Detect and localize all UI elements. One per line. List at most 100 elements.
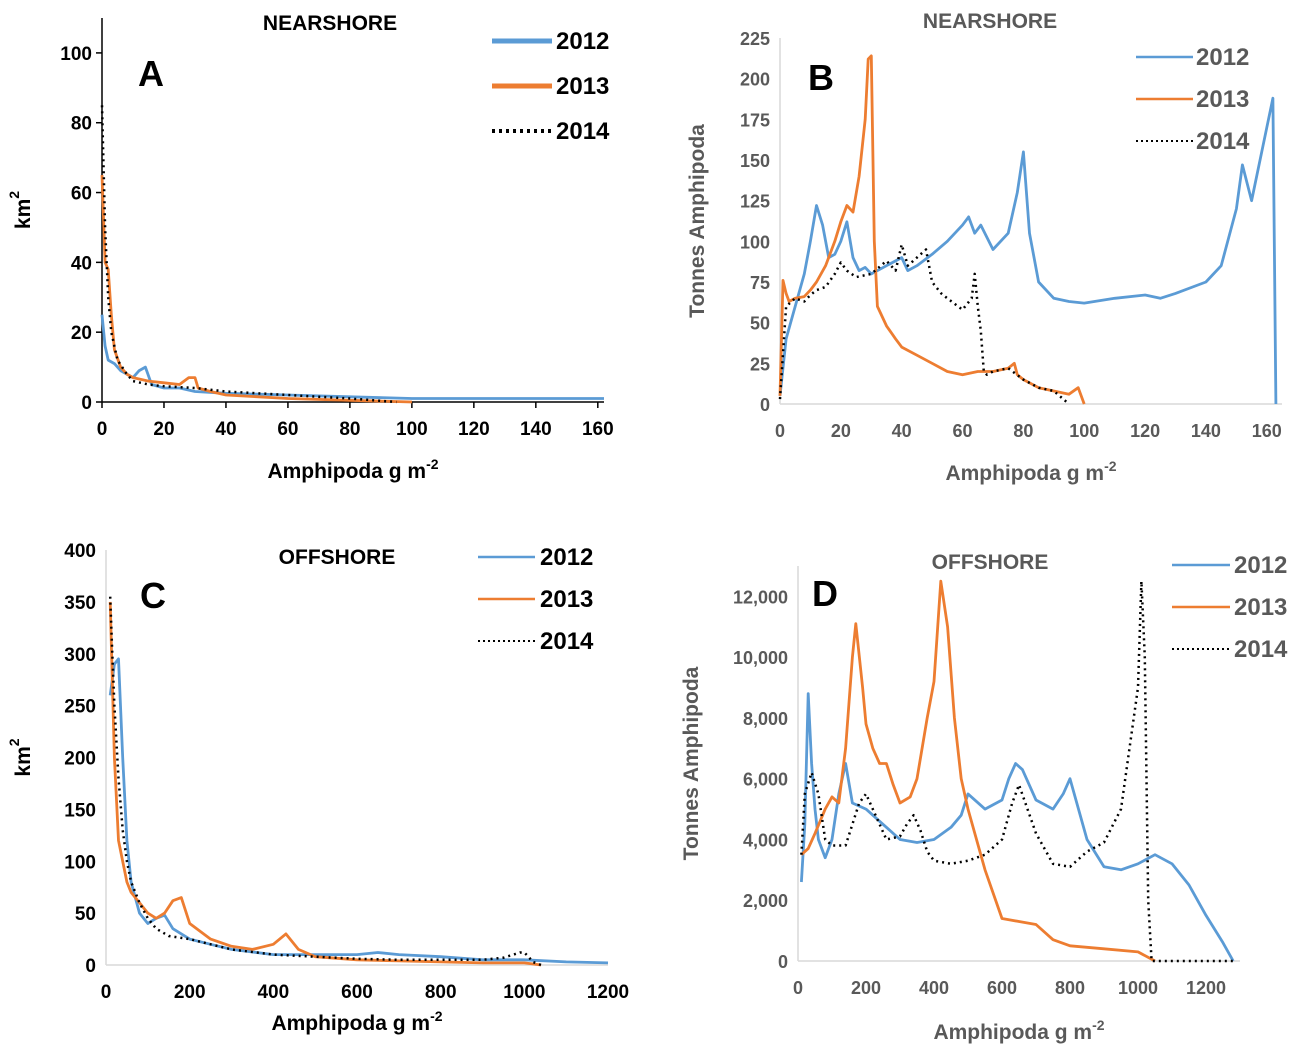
series-line-2014 [108,596,542,967]
x-tick-label: 800 [1055,978,1085,998]
series-line-2014 [778,243,1070,405]
y-tick-label: 100 [64,852,96,873]
y-tick-label: 50 [750,314,770,334]
y-tick-label: 75 [750,273,770,293]
x-tick-label: 400 [919,978,949,998]
x-tick-label: 120 [458,419,490,440]
y-axis-label: Tonnes Amphipoda [686,124,709,318]
chart-title: NEARSHORE [923,10,1057,33]
series-line-2012 [100,314,604,400]
y-tick-label: 100 [740,232,770,252]
x-tick-label: 600 [341,982,373,1003]
series-line-2013 [108,601,542,967]
y-tick-label: 4,000 [743,830,788,850]
y-tick-label: 300 [64,645,96,666]
x-tick-label: 0 [97,419,108,440]
y-axis-label-text: km [12,199,35,229]
chart-panel-c: 0 50 100 150 200 250 300 350 400 0 200 400 600 800 100… [6,541,629,1035]
legend-label-2014: 2014 [556,118,610,145]
x-tick-label: 20 [831,421,851,441]
y-tick-label: 25 [750,354,770,374]
y-axis-label: km2 [6,191,35,229]
legend-label-2013: 2013 [1196,86,1249,113]
x-tick-label: 60 [953,421,973,441]
x-axis-label-sup: -2 [430,1008,443,1024]
x-tick-label: 40 [892,421,912,441]
y-axis-label-text: Tonnes Amphipoda [680,666,703,860]
y-tick-label: 80 [71,114,92,135]
legend-label-2013: 2013 [556,73,609,100]
y-tick-label: 350 [64,593,96,614]
y-tick-label: 12,000 [733,587,788,607]
x-tick-label: 600 [987,978,1017,998]
series-line-2012 [778,96,1278,405]
y-tick-label: 175 [740,110,770,130]
x-axis-label-text: Amphipoda g m [271,1012,430,1035]
y-tick-label: 250 [64,697,96,718]
x-tick-label: 140 [520,419,552,440]
x-tick-label: 80 [339,419,360,440]
x-axis-label-sup: -2 [1104,458,1117,474]
chart-title: OFFSHORE [279,546,396,569]
y-tick-label: 225 [740,29,770,49]
legend-label-2014: 2014 [1234,636,1288,663]
x-tick-label: 200 [174,982,206,1003]
x-tick-label: 40 [215,419,236,440]
y-tick-label: 100 [60,44,92,65]
legend-label-2013: 2013 [540,586,593,613]
y-tick-label: 125 [740,192,770,212]
y-axis-label-sup: 2 [6,191,22,199]
series-line-2013 [800,579,1156,963]
y-axis-label-text: Tonnes Amphipoda [686,124,709,318]
x-tick-label: 140 [1191,421,1221,441]
y-tick-label: 150 [740,151,770,171]
y-tick-label: 150 [64,800,96,821]
x-axis-label-text: Amphipoda g m [267,460,426,483]
x-tick-label: 20 [153,419,174,440]
x-axis-label: Amphipoda g m-2 [933,1017,1104,1044]
y-tick-label: 0 [760,395,770,415]
x-tick-label: 0 [101,982,112,1003]
x-tick-label: 80 [1013,421,1033,441]
x-axis-label-sup: -2 [1092,1017,1105,1033]
x-axis-label: Amphipoda g m-2 [945,458,1116,485]
y-tick-label: 40 [71,253,92,274]
legend-label-2012: 2012 [540,544,593,571]
x-tick-label: 100 [1069,421,1099,441]
y-axis-label-text: km [12,746,35,776]
x-axis-label-text: Amphipoda g m [933,1021,1092,1044]
x-tick-label: 0 [775,421,785,441]
chart-title: NEARSHORE [263,12,397,35]
series-line-2014 [800,579,1237,963]
series-line-2013 [778,54,1086,405]
x-tick-label: 160 [582,419,614,440]
x-tick-label: 100 [396,419,428,440]
series-line-2013 [100,175,412,404]
chart-panel-b: 0 25 50 75 100 125 150 175 200 225 0 20 40 60 80 100 120… [686,10,1282,485]
x-axis-label: Amphipoda g m-2 [267,456,438,483]
y-tick-label: 8,000 [743,709,788,729]
y-tick-label: 0 [778,952,788,972]
x-axis-label-sup: -2 [426,456,439,472]
chart-title: OFFSHORE [932,551,1049,574]
legend-label-2012: 2012 [1196,44,1249,71]
x-tick-label: 120 [1130,421,1160,441]
y-tick-label: 2,000 [743,891,788,911]
y-tick-label: 50 [75,904,96,925]
series-line-2012 [800,692,1235,962]
y-tick-label: 200 [64,749,96,770]
y-tick-label: 200 [740,70,770,90]
y-tick-label: 20 [71,323,92,344]
x-tick-label: 800 [425,982,457,1003]
x-tick-label: 60 [277,419,298,440]
x-tick-label: 200 [851,978,881,998]
y-tick-label: 400 [64,541,96,562]
x-tick-label: 1200 [587,982,629,1003]
series-line-2014 [100,105,397,404]
y-tick-label: 0 [85,956,96,977]
legend-label-2012: 2012 [556,28,609,55]
y-tick-label: 60 [71,184,92,205]
panel-letter: C [140,575,166,616]
x-tick-label: 1200 [1186,978,1226,998]
